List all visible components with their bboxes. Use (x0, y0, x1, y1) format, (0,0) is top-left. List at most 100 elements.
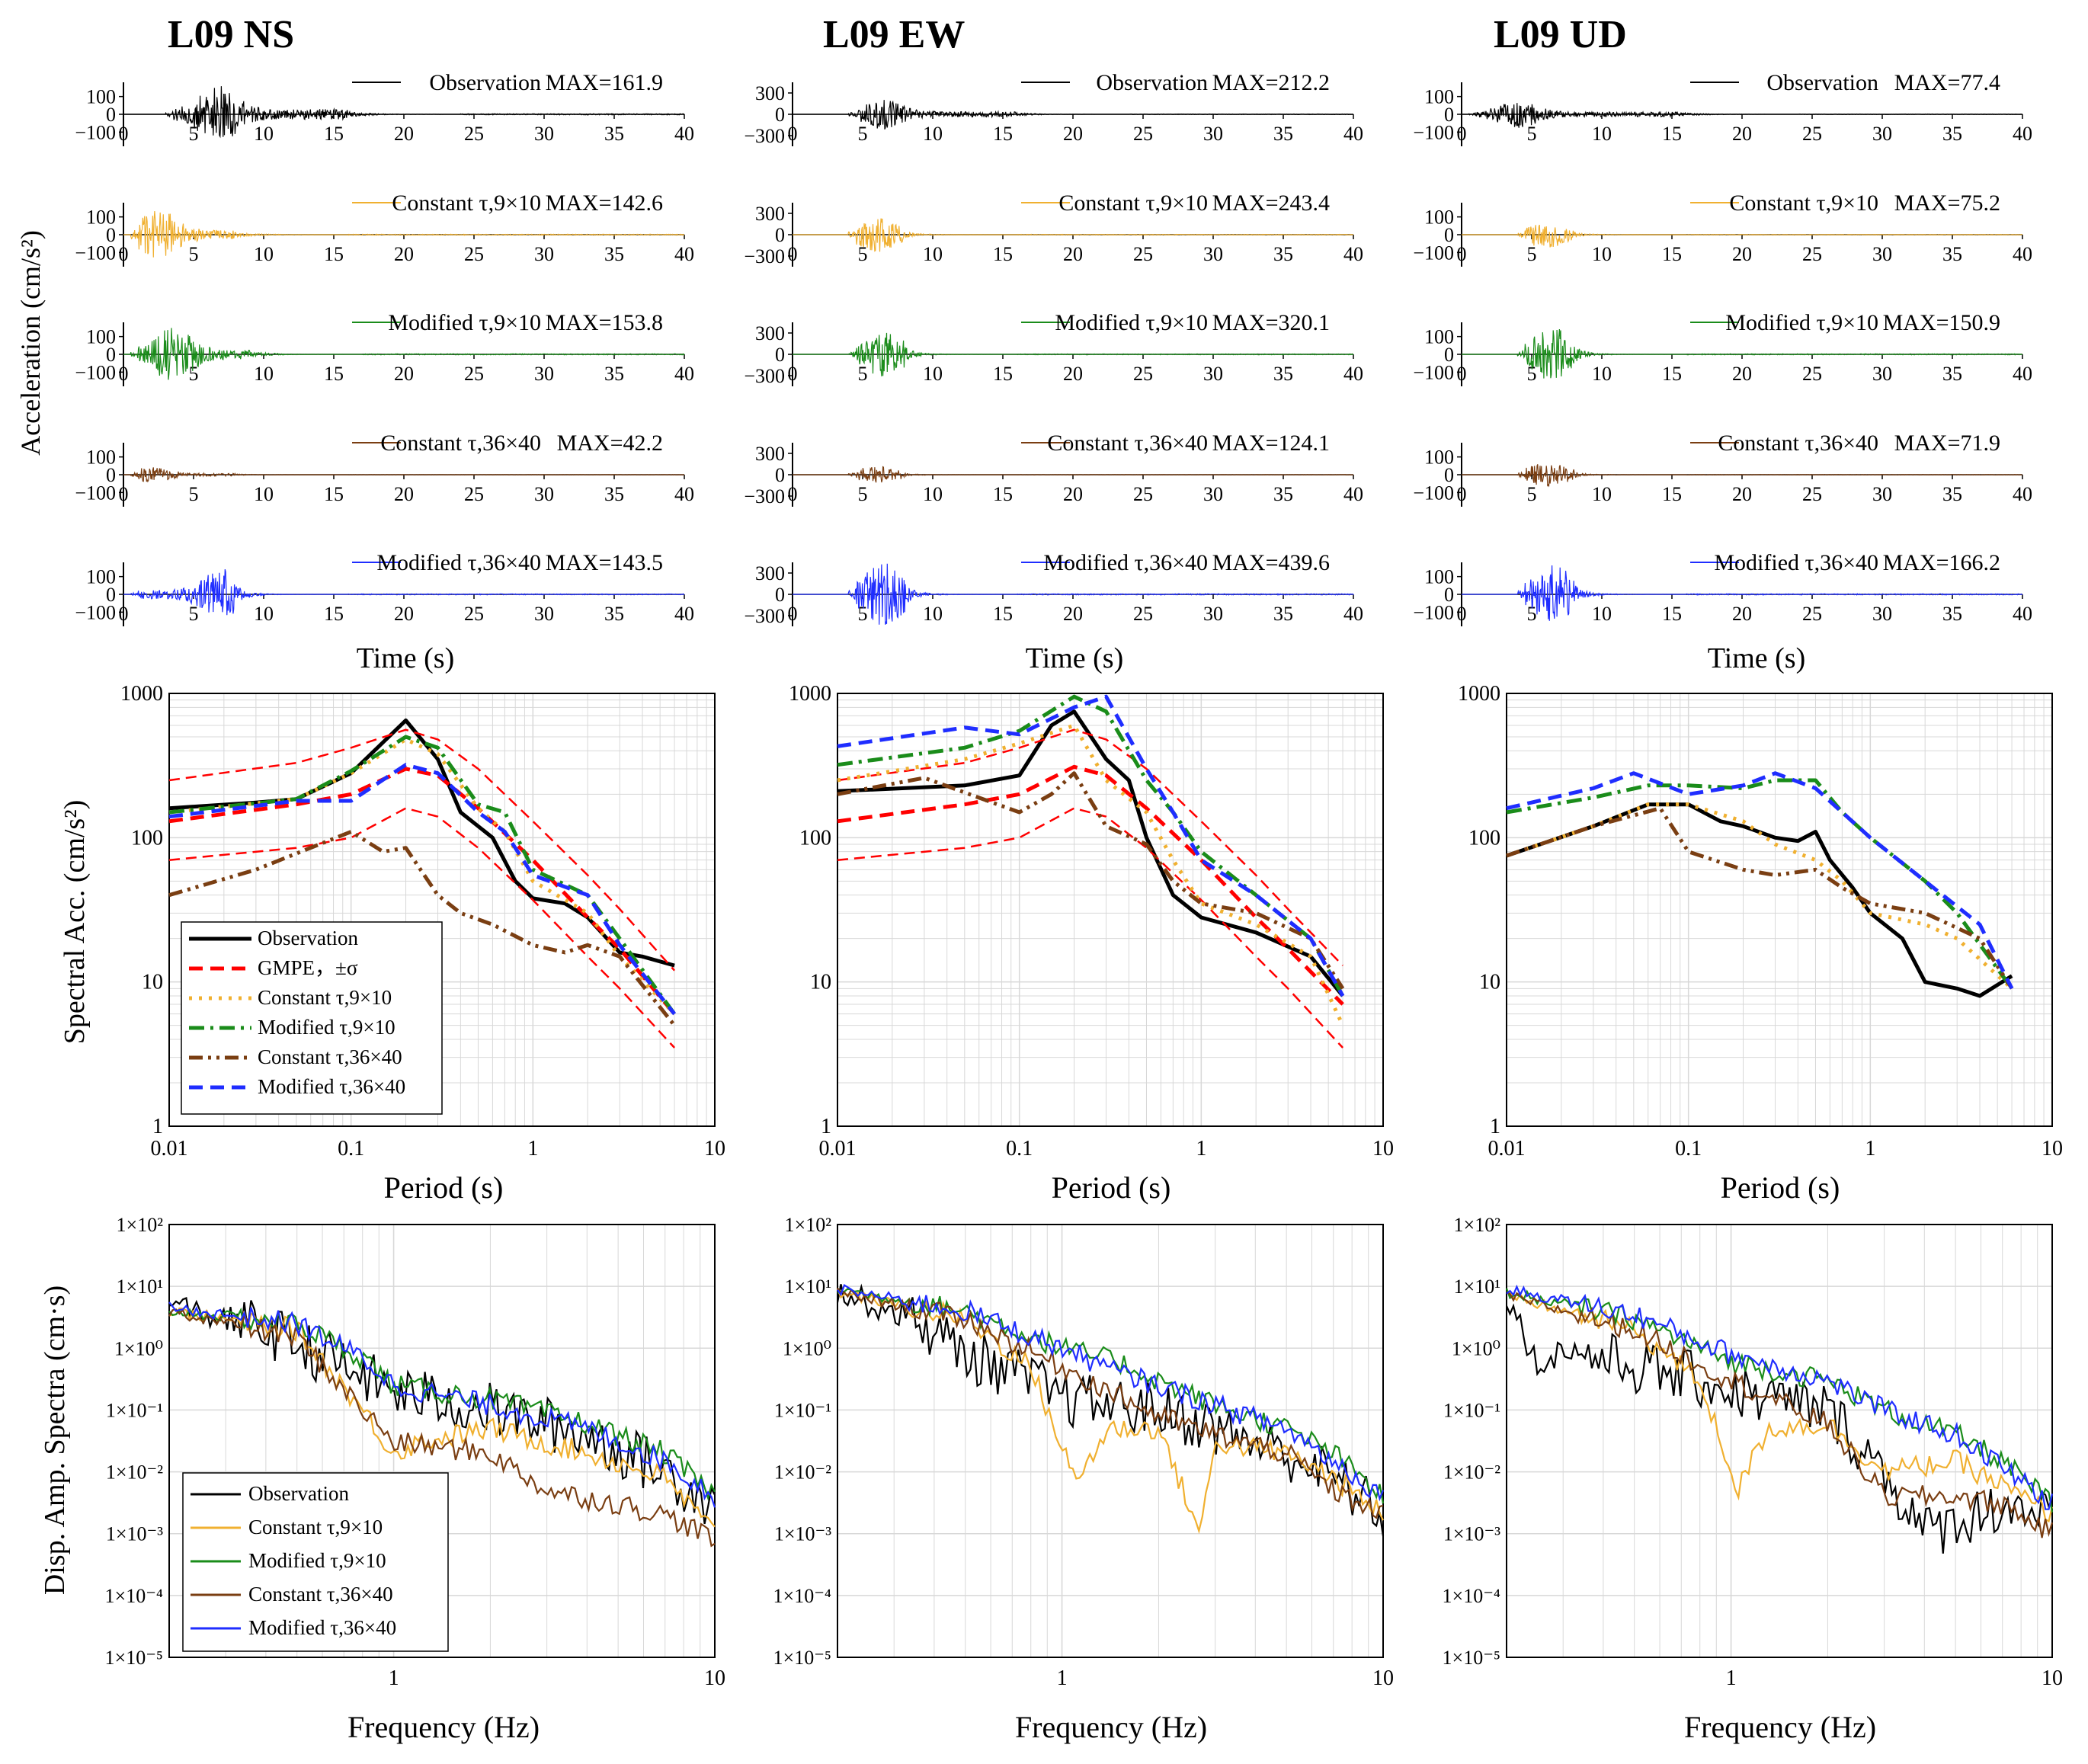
x-tick-label: 10 (1592, 483, 1612, 505)
y-tick-label: 1×10⁰ (783, 1337, 831, 1359)
x-tick-label: 30 (534, 243, 554, 265)
time-x-label-ud: Time (s) (1708, 642, 1805, 674)
series-name-label: Constant τ,9×10 (1729, 190, 1878, 216)
y-tick-label: −100 (1413, 242, 1454, 264)
x-tick-label: 35 (1273, 603, 1293, 625)
x-tick-label: 40 (1343, 243, 1363, 265)
x-tick-label: 25 (1133, 603, 1153, 625)
plot-frame (168, 693, 716, 1127)
x-tick-label: 10 (254, 603, 274, 625)
y-tick-label: 100 (1468, 826, 1500, 850)
x-tick-label: 25 (464, 123, 484, 145)
fourier-curve (168, 1301, 716, 1508)
y-tick-label: −100 (1413, 121, 1454, 143)
max-value-label: MAX=142.6 (546, 190, 663, 216)
y-tick-label: 300 (755, 82, 785, 104)
x-tick-label: 35 (1942, 483, 1962, 505)
period-x-label-ew: Period (s) (1052, 1170, 1171, 1205)
spectral-acc-y-label: Spectral Acc. (cm/s²) (59, 800, 91, 1045)
station-title-ns: L09 NS (168, 13, 294, 56)
legend-label: Modified τ,36×40 (248, 1616, 396, 1639)
spectrum-curve (168, 763, 677, 1016)
x-tick-label: 1 (1057, 1666, 1068, 1690)
spectrum-curve (837, 728, 1343, 966)
x-tick-label: 5 (858, 243, 868, 265)
spectrum-curve (837, 807, 1344, 1048)
waveform-trace (793, 218, 1353, 252)
y-tick-label: −100 (75, 361, 116, 383)
x-tick-label: 15 (324, 243, 344, 265)
series-name-label: Modified τ,36×40 (1043, 550, 1208, 575)
x-tick-label: 30 (1872, 363, 1892, 385)
time-history-panel: 1000−100 0 5 10 15 20 25 30 35 40 Modified τ,9×10 M… (1413, 310, 2032, 386)
y-tick-label: 1×10⁻¹ (1443, 1399, 1500, 1421)
x-tick-label: 25 (464, 243, 484, 265)
x-tick-label: 15 (324, 603, 344, 625)
series-name-label: Observation (429, 70, 541, 95)
fourier-curve (837, 1287, 1384, 1519)
response-spectra-panel: 0.01 0.1 1 10 1 10 100 1000 (789, 682, 1394, 1161)
spectrum-curve (837, 771, 1345, 990)
y-tick-label: 1×10¹ (785, 1276, 831, 1298)
y-tick-label: 1×10² (117, 1214, 164, 1236)
x-tick-label: 0 (788, 123, 798, 145)
x-tick-label: 20 (1732, 483, 1752, 505)
max-value-label: MAX=320.1 (1212, 310, 1330, 335)
y-tick-label: 300 (755, 443, 785, 465)
x-tick-label: 10 (704, 1137, 725, 1161)
x-tick-label: 20 (394, 603, 414, 625)
x-tick-label: 40 (674, 483, 694, 505)
x-tick-label: 40 (2013, 243, 2032, 265)
x-tick-label: 5 (189, 363, 199, 385)
legend-label: Constant τ,9×10 (248, 1516, 383, 1538)
y-tick-label: 1×10⁻³ (106, 1523, 163, 1545)
x-tick-label: 40 (2013, 363, 2032, 385)
waveform-trace (123, 86, 685, 139)
time-history-panel: 1000−100 0 5 10 15 20 25 30 35 40 Constant τ,9×10 M… (75, 190, 694, 267)
x-tick-label: 40 (2013, 603, 2032, 625)
y-tick-label: 10 (1479, 971, 1500, 994)
x-tick-label: 15 (993, 603, 1013, 625)
x-tick-label: 5 (189, 483, 199, 505)
acceleration-y-label: Acceleration (cm/s²) (15, 230, 46, 456)
x-tick-label: 40 (674, 603, 694, 625)
series-name-label: Constant τ,9×10 (392, 190, 541, 216)
legend-label: Constant τ,36×40 (248, 1583, 393, 1606)
x-tick-label: 0 (788, 363, 798, 385)
x-tick-label: 15 (1662, 243, 1682, 265)
x-tick-label: 20 (1732, 243, 1752, 265)
x-tick-label: 5 (189, 123, 199, 145)
x-tick-label: 10 (923, 243, 943, 265)
legend-label: Constant τ,36×40 (258, 1045, 402, 1068)
y-tick-label: 1×10⁻⁵ (105, 1647, 163, 1669)
spectrum-curve (168, 830, 677, 1027)
y-tick-label: 100 (86, 566, 116, 588)
spectrum-curve (1506, 771, 2014, 990)
y-tick-label: 1000 (789, 682, 831, 706)
x-tick-label: 15 (993, 363, 1013, 385)
response-spectra-panel: 0.01 0.1 1 10 1 10 100 1000 Observation GMPE，±σ Co… (120, 682, 725, 1161)
plot-frame (837, 693, 1384, 1127)
x-tick-label: 10 (923, 123, 943, 145)
y-tick-label: 1×10¹ (1454, 1276, 1500, 1298)
x-tick-label: 30 (1872, 603, 1892, 625)
x-tick-label: 25 (1133, 483, 1153, 505)
x-tick-label: 10 (2042, 1137, 2063, 1161)
x-tick-label: 25 (1802, 603, 1822, 625)
y-tick-label: 100 (1424, 566, 1454, 588)
y-tick-label: 1×10² (1454, 1214, 1501, 1236)
waveform-trace (793, 563, 1354, 625)
y-tick-label: 1×10⁰ (114, 1337, 163, 1359)
series-name-label: Observation (1766, 70, 1878, 95)
y-tick-label: 1×10¹ (117, 1276, 163, 1298)
x-tick-label: 20 (1732, 363, 1752, 385)
y-tick-label: 0 (1444, 584, 1454, 606)
y-tick-label: 0 (775, 104, 785, 126)
series-name-label: Constant τ,36×40 (1718, 431, 1878, 456)
y-tick-label: 1×10⁻¹ (106, 1399, 163, 1421)
waveform-trace (793, 332, 1354, 376)
x-tick-label: 10 (254, 483, 274, 505)
x-tick-label: 0 (788, 603, 798, 625)
